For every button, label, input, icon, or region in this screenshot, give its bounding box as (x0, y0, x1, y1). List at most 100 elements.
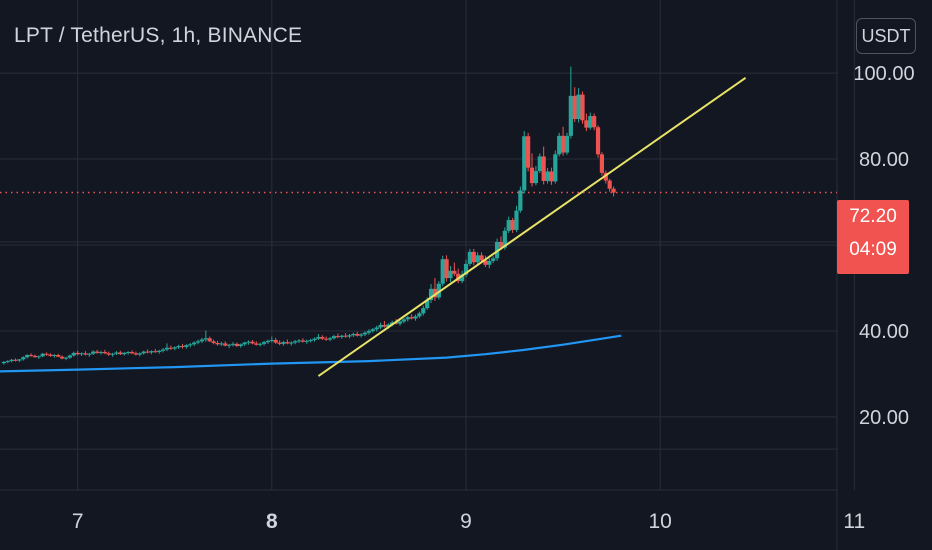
candle (382, 321, 387, 328)
candle (343, 333, 348, 338)
candle (526, 132, 531, 172)
candle-body (362, 332, 368, 335)
candle (611, 186, 616, 197)
candle-body (265, 340, 271, 343)
trendline-layer[interactable] (317, 76, 747, 377)
candle-body (327, 338, 333, 340)
candle (533, 165, 538, 186)
candle (378, 322, 383, 330)
candle-body (529, 167, 535, 184)
candle-body (588, 116, 593, 128)
candle (355, 331, 360, 337)
chart-grid (0, 0, 855, 490)
candle (409, 314, 414, 320)
time-tick-label: 11 (843, 510, 865, 533)
trendline (317, 76, 747, 377)
candle (176, 344, 181, 350)
candle (584, 113, 589, 132)
time-axis[interactable]: 7 8 9 10 11 (72, 510, 865, 533)
candle-body (417, 313, 422, 317)
last-price-value: 72.20 (849, 206, 897, 227)
candle-body (553, 154, 558, 182)
candle-body (172, 347, 177, 349)
candle (401, 318, 406, 324)
candle (339, 334, 344, 339)
candle (79, 352, 84, 356)
candle-body (355, 333, 360, 336)
price-tick-label: 20.00 (859, 407, 909, 429)
candle-body (580, 94, 585, 121)
candle-body (79, 353, 84, 355)
candle (199, 337, 205, 343)
candle (126, 351, 131, 355)
candle (467, 248, 472, 267)
candle-body (63, 357, 69, 359)
candle (157, 349, 162, 354)
candle-body (246, 341, 251, 343)
candle (168, 345, 173, 350)
currency-button[interactable]: USDT (856, 18, 916, 54)
candle-body (463, 263, 469, 275)
candle-body (32, 355, 38, 358)
candle (362, 331, 368, 337)
time-tick-label: 7 (72, 510, 84, 533)
candle-body (448, 270, 453, 279)
candle-body (44, 353, 49, 355)
candle-body (219, 343, 224, 345)
candle (568, 66, 573, 139)
candle (436, 281, 441, 300)
candle-body (28, 355, 34, 357)
candle (285, 339, 290, 345)
candle (60, 355, 65, 360)
candle (180, 343, 185, 349)
candle (230, 342, 236, 347)
candle (17, 358, 22, 362)
candle-body (195, 341, 201, 343)
candle (207, 336, 212, 343)
candle (324, 336, 329, 341)
candle-body (242, 342, 247, 345)
candle (91, 350, 96, 356)
candle-body (258, 343, 263, 345)
candle (122, 352, 127, 356)
candle-body (180, 346, 185, 348)
candle (413, 314, 418, 321)
candle-body (421, 308, 426, 314)
candle (514, 205, 519, 233)
candle (572, 87, 577, 123)
candle (13, 358, 18, 362)
candle-body (397, 321, 403, 324)
candle-body (133, 353, 139, 355)
candle (327, 336, 333, 342)
candle-body (207, 338, 212, 342)
candle-body (537, 156, 542, 172)
candle (320, 335, 325, 340)
candle-body (199, 339, 205, 342)
candle-body (603, 172, 608, 181)
candle-body (164, 347, 170, 350)
candle-body (129, 352, 135, 354)
candle (448, 266, 453, 282)
candle (277, 340, 282, 346)
candle-body (269, 339, 274, 341)
candle (417, 311, 422, 319)
candle-body (533, 171, 538, 184)
candle (242, 341, 247, 347)
candle (87, 352, 92, 357)
candle-body (320, 336, 325, 339)
candle (510, 217, 515, 233)
candle (421, 305, 426, 316)
candle-body (211, 341, 216, 343)
candle-body (9, 359, 14, 362)
candle-body (436, 283, 441, 298)
candle (471, 248, 476, 266)
candle-body (300, 340, 305, 342)
candle-body (359, 334, 364, 336)
candle (576, 88, 581, 123)
candle-body (285, 342, 290, 344)
candle-body (413, 316, 418, 319)
candle (273, 337, 278, 344)
candle (246, 340, 251, 345)
candle (110, 352, 115, 357)
